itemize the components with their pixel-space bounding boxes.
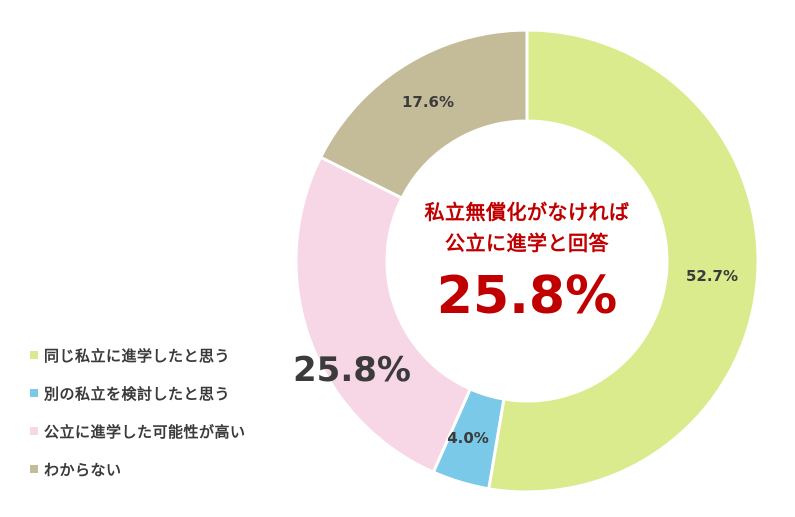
slice-label-public: 25.8% — [293, 350, 411, 390]
chart-legend: 同じ私立に進学したと思う 別の私立を検討したと思う 公立に進学した可能性が高い … — [30, 336, 246, 488]
slice-label-unknown: 17.6% — [401, 93, 455, 111]
legend-item-same-private: 同じ私立に進学したと思う — [30, 336, 246, 374]
legend-label: 公立に進学した可能性が高い — [44, 422, 246, 441]
center-highlight-value: 25.8% — [436, 266, 618, 326]
legend-swatch — [30, 389, 38, 397]
legend-item-unknown: わからない — [30, 450, 246, 488]
legend-item-public: 公立に進学した可能性が高い — [30, 412, 246, 450]
legend-label: 別の私立を検討したと思う — [44, 384, 231, 403]
legend-swatch — [30, 427, 38, 435]
legend-swatch — [30, 465, 38, 473]
slice-same-private — [487, 28, 760, 494]
legend-label: わからない — [44, 460, 122, 479]
center-caption-line1: 私立無償化がなければ — [424, 200, 630, 224]
legend-item-other-private: 別の私立を検討したと思う — [30, 374, 246, 412]
slice-label-same-private: 52.7% — [685, 267, 739, 285]
slice-unknown — [318, 28, 529, 201]
legend-swatch — [30, 351, 38, 359]
slice-label-other-private: 4.0% — [447, 429, 489, 447]
center-annotation: 私立無償化がなければ 公立に進学と回答 25.8% — [425, 197, 630, 327]
center-caption-line2: 公立に進学と回答 — [445, 231, 609, 255]
slice-public — [294, 155, 473, 475]
legend-label: 同じ私立に進学したと思う — [44, 346, 231, 365]
